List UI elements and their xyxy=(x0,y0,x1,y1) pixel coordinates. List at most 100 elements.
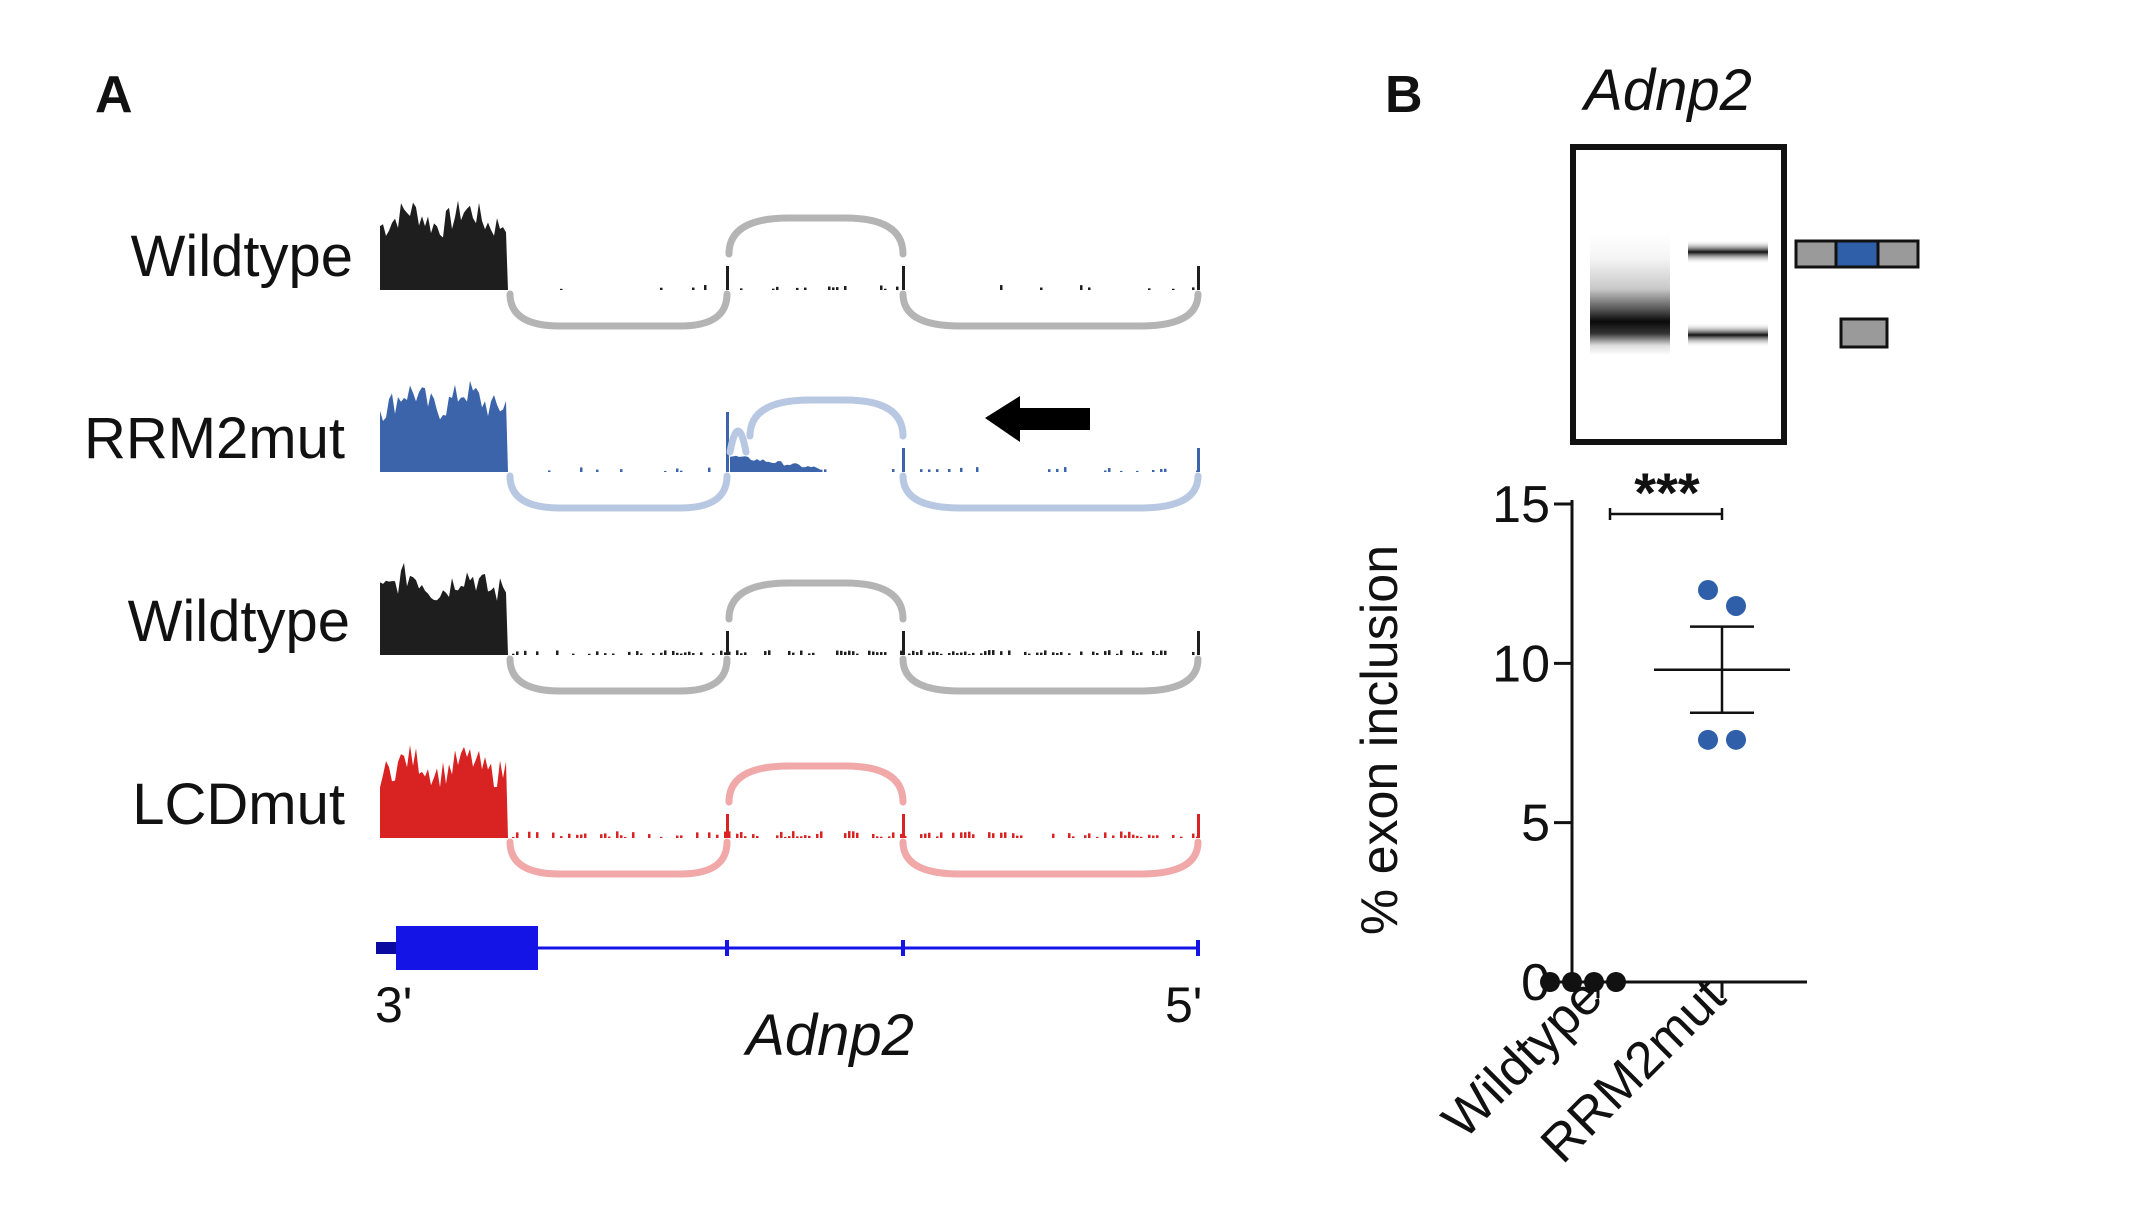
junction-spike xyxy=(1197,814,1200,838)
read-coverage xyxy=(704,285,707,290)
read-coverage xyxy=(976,467,979,472)
read-coverage xyxy=(1080,285,1083,290)
gene-model xyxy=(376,926,1200,970)
read-coverage xyxy=(892,469,895,472)
read-coverage xyxy=(784,836,787,838)
read-coverage xyxy=(720,650,723,655)
read-coverage xyxy=(1024,651,1027,655)
read-coverage xyxy=(960,832,963,838)
read-coverage xyxy=(1044,650,1047,655)
read-coverage xyxy=(1152,469,1155,472)
read-coverage xyxy=(1056,653,1059,655)
read-coverage xyxy=(832,287,835,290)
read-coverage xyxy=(836,287,839,290)
read-coverage xyxy=(560,836,563,838)
track-label: RRM2mut xyxy=(84,406,345,471)
junction-spike xyxy=(726,814,729,838)
read-coverage xyxy=(740,832,743,838)
read-coverage xyxy=(988,650,991,655)
junction-spike xyxy=(902,266,905,290)
read-coverage xyxy=(960,652,963,655)
read-coverage xyxy=(852,651,855,655)
read-coverage xyxy=(636,651,639,655)
read-coverage xyxy=(736,833,739,838)
read-coverage xyxy=(664,650,667,655)
read-coverage xyxy=(804,835,807,838)
read-coverage xyxy=(928,652,931,655)
gel-band-included xyxy=(1688,240,1768,264)
read-coverage xyxy=(632,832,635,838)
read-coverage xyxy=(1104,832,1107,838)
track-label: LCDmut xyxy=(132,772,345,837)
read-coverage xyxy=(660,652,663,655)
read-coverage xyxy=(1008,650,1011,655)
coverage-peak xyxy=(380,745,508,838)
read-coverage xyxy=(1132,650,1135,655)
read-coverage xyxy=(848,831,851,838)
read-coverage xyxy=(756,835,759,838)
read-coverage xyxy=(740,288,743,290)
read-coverage xyxy=(872,651,875,655)
junction-spike xyxy=(726,631,729,655)
read-coverage xyxy=(896,286,899,290)
read-coverage xyxy=(572,653,575,655)
read-coverage xyxy=(576,834,579,838)
read-coverage xyxy=(964,832,967,838)
read-coverage xyxy=(856,832,859,838)
coverage-peak xyxy=(380,562,508,655)
read-coverage xyxy=(1088,833,1091,838)
read-coverage xyxy=(620,469,623,472)
y-axis-title: % exon inclusion xyxy=(1351,545,1409,935)
read-coverage xyxy=(1052,652,1055,655)
read-coverage xyxy=(596,651,599,655)
gel-image xyxy=(1570,144,1787,445)
y-tick-label: 15 xyxy=(1492,476,1550,534)
junction-spike xyxy=(726,266,729,290)
read-coverage xyxy=(1136,653,1139,655)
read-coverage xyxy=(1136,470,1139,472)
read-coverage xyxy=(728,651,731,655)
read-coverage xyxy=(1004,832,1007,838)
read-coverage xyxy=(1096,652,1099,655)
read-coverage xyxy=(808,653,811,655)
read-coverage xyxy=(528,831,531,838)
read-coverage xyxy=(956,653,959,655)
read-coverage xyxy=(876,652,879,655)
read-coverage xyxy=(900,833,903,838)
read-coverage xyxy=(1096,836,1099,838)
read-coverage xyxy=(808,835,811,838)
y-tick-label: 5 xyxy=(1521,795,1550,853)
read-coverage xyxy=(824,469,827,472)
read-coverage xyxy=(584,833,587,838)
read-coverage xyxy=(936,469,939,472)
read-coverage xyxy=(1000,285,1003,290)
junction-spike xyxy=(902,448,905,472)
junction-arc xyxy=(899,655,1202,695)
read-coverage xyxy=(1104,470,1107,472)
junction-spike xyxy=(726,412,729,472)
read-coverage xyxy=(1012,833,1015,838)
read-coverage xyxy=(988,832,991,838)
read-coverage xyxy=(600,834,603,838)
read-coverage xyxy=(1132,834,1135,838)
read-coverage xyxy=(768,650,771,655)
read-coverage xyxy=(1084,835,1087,838)
read-coverage xyxy=(928,832,931,838)
read-coverage xyxy=(1000,832,1003,838)
read-coverage xyxy=(692,287,695,290)
read-coverage xyxy=(648,834,651,838)
read-coverage xyxy=(1056,468,1059,472)
read-coverage xyxy=(936,652,939,655)
junction-arc xyxy=(899,472,1202,512)
gene-3prime-label: 3' xyxy=(375,977,412,1033)
read-coverage xyxy=(1140,652,1143,655)
junction-spike xyxy=(1197,266,1200,290)
read-coverage xyxy=(640,653,643,655)
read-coverage xyxy=(868,650,871,655)
read-coverage xyxy=(512,653,515,655)
read-coverage xyxy=(684,652,687,655)
read-coverage xyxy=(552,832,555,838)
read-coverage xyxy=(968,653,971,655)
read-coverage xyxy=(1120,470,1123,472)
